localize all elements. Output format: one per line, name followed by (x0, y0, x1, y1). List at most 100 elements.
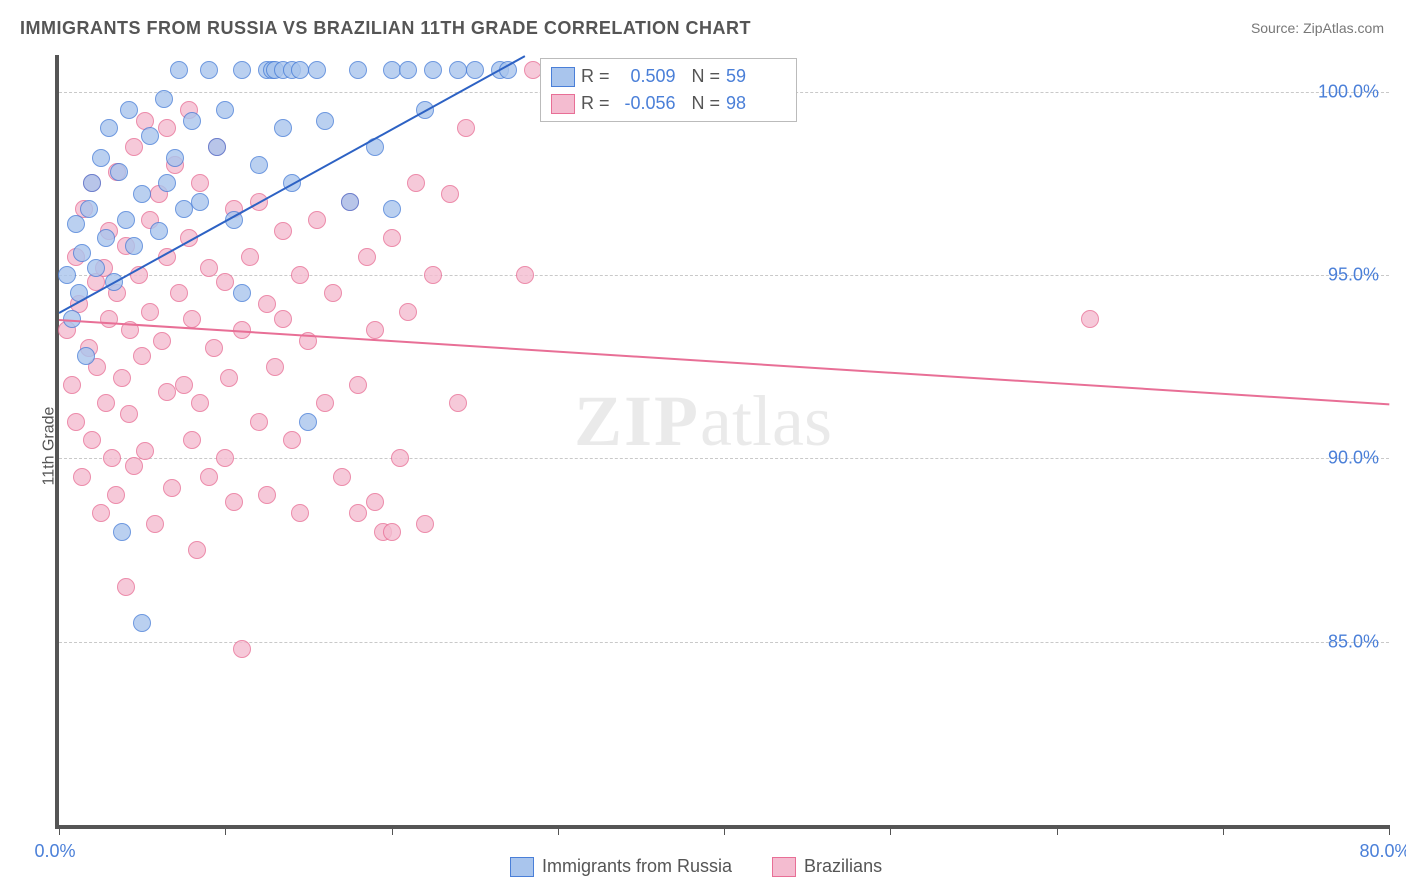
x-tick (890, 825, 891, 835)
data-point (324, 284, 342, 302)
r-value: 0.509 (616, 63, 676, 90)
plot-area: ZIPatlas 85.0%90.0%95.0%100.0% (55, 55, 1389, 829)
data-point (191, 193, 209, 211)
legend-swatch (551, 67, 575, 87)
data-point (291, 61, 309, 79)
data-point (391, 449, 409, 467)
data-point (216, 273, 234, 291)
legend-row: R =-0.056N =98 (551, 90, 786, 117)
data-point (1081, 310, 1099, 328)
data-point (113, 523, 131, 541)
data-point (153, 332, 171, 350)
data-point (416, 515, 434, 533)
data-point (83, 174, 101, 192)
legend-item: Immigrants from Russia (510, 856, 732, 877)
data-point (73, 244, 91, 262)
data-point (466, 61, 484, 79)
data-point (183, 431, 201, 449)
data-point (87, 259, 105, 277)
data-point (77, 347, 95, 365)
data-point (266, 358, 284, 376)
trend-line (59, 319, 1389, 405)
data-point (383, 61, 401, 79)
data-point (250, 156, 268, 174)
data-point (120, 101, 138, 119)
data-point (183, 112, 201, 130)
data-point (170, 61, 188, 79)
data-point (449, 61, 467, 79)
data-point (258, 295, 276, 313)
x-tick-label: 0.0% (34, 841, 75, 862)
data-point (208, 138, 226, 156)
data-point (125, 138, 143, 156)
legend-swatch (510, 857, 534, 877)
data-point (110, 163, 128, 181)
data-point (225, 493, 243, 511)
source-attribution: Source: ZipAtlas.com (1251, 20, 1384, 36)
legend-swatch (551, 94, 575, 114)
y-tick-label: 85.0% (1328, 631, 1379, 652)
data-point (233, 284, 251, 302)
data-point (383, 229, 401, 247)
data-point (133, 347, 151, 365)
data-point (233, 640, 251, 658)
gridline-h (59, 275, 1389, 276)
source-link[interactable]: ZipAtlas.com (1303, 20, 1384, 36)
data-point (283, 431, 301, 449)
gridline-h (59, 458, 1389, 459)
legend-swatch (772, 857, 796, 877)
data-point (399, 61, 417, 79)
data-point (220, 369, 238, 387)
x-tick (59, 825, 60, 835)
data-point (163, 479, 181, 497)
x-tick (1057, 825, 1058, 835)
data-point (67, 413, 85, 431)
data-point (133, 185, 151, 203)
chart-title: IMMIGRANTS FROM RUSSIA VS BRAZILIAN 11TH… (20, 18, 751, 39)
x-tick (1389, 825, 1390, 835)
data-point (97, 229, 115, 247)
data-point (291, 504, 309, 522)
x-tick (558, 825, 559, 835)
data-point (133, 614, 151, 632)
data-point (407, 174, 425, 192)
data-point (117, 578, 135, 596)
data-point (308, 211, 326, 229)
data-point (188, 541, 206, 559)
x-tick (392, 825, 393, 835)
data-point (250, 413, 268, 431)
data-point (92, 504, 110, 522)
data-point (274, 310, 292, 328)
data-point (63, 376, 81, 394)
data-point (366, 493, 384, 511)
data-point (274, 119, 292, 137)
data-point (191, 394, 209, 412)
y-tick-label: 95.0% (1328, 265, 1379, 286)
data-point (125, 237, 143, 255)
data-point (241, 248, 259, 266)
data-point (291, 266, 309, 284)
source-prefix: Source: (1251, 20, 1303, 36)
data-point (358, 248, 376, 266)
n-value: 59 (726, 63, 786, 90)
data-point (170, 284, 188, 302)
x-tick (724, 825, 725, 835)
data-point (333, 468, 351, 486)
data-point (366, 321, 384, 339)
x-tick (225, 825, 226, 835)
n-value: 98 (726, 90, 786, 117)
data-point (107, 486, 125, 504)
data-point (316, 112, 334, 130)
data-point (120, 405, 138, 423)
data-point (97, 394, 115, 412)
data-point (349, 61, 367, 79)
data-point (341, 193, 359, 211)
data-point (117, 211, 135, 229)
data-point (233, 61, 251, 79)
watermark-zip: ZIP (574, 381, 700, 461)
data-point (100, 119, 118, 137)
data-point (58, 266, 76, 284)
legend-item: Brazilians (772, 856, 882, 877)
correlation-legend: R =0.509N =59R =-0.056N =98 (540, 58, 797, 122)
data-point (424, 61, 442, 79)
